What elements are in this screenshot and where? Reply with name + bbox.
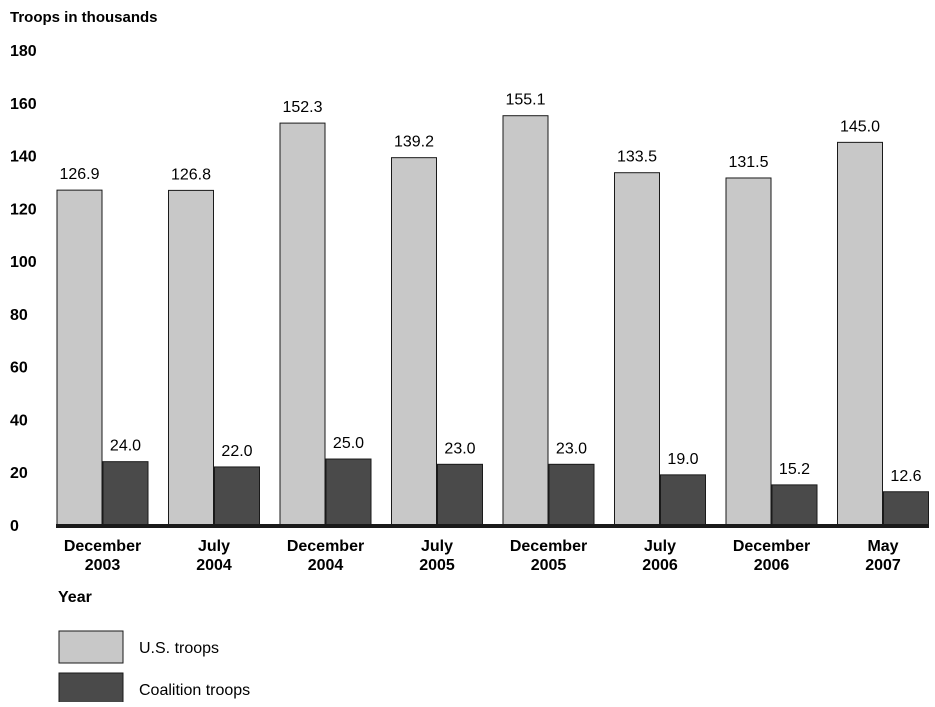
bar-coalition-5 <box>660 474 706 526</box>
data-label-us-0: 126.9 <box>59 166 99 183</box>
y-tick-label-8: 160 <box>10 96 37 113</box>
bar-us-5 <box>614 172 660 526</box>
x-tick-label-2: December 2004 <box>287 538 364 574</box>
x-tick-line: July <box>421 538 453 555</box>
data-label-coalition-0: 24.0 <box>110 438 141 455</box>
x-axis-ticks: December 2003 July 2004 December 2004 July 2005… <box>64 538 901 574</box>
y-tick-label-2: 40 <box>10 412 28 429</box>
data-label-us-7: 145.0 <box>840 118 880 135</box>
data-label-us-5: 133.5 <box>617 149 657 166</box>
x-axis-title: Year <box>58 589 92 606</box>
x-tick-line: December <box>64 538 141 555</box>
data-label-coalition-2: 25.0 <box>333 435 364 452</box>
x-tick-line: December <box>287 538 364 555</box>
x-tick-line: 2006 <box>754 557 790 574</box>
x-tick-line: December <box>733 538 810 555</box>
x-tick-line: 2005 <box>531 557 567 574</box>
data-label-us-1: 126.8 <box>171 166 211 183</box>
bar-coalition-7 <box>883 491 929 526</box>
data-label-coalition-5: 19.0 <box>667 451 698 468</box>
legend-swatch-coalition <box>58 672 124 706</box>
data-label-us-6: 131.5 <box>728 154 768 171</box>
x-tick-line: 2004 <box>196 557 232 574</box>
x-tick-line: 2005 <box>419 557 455 574</box>
data-label-us-4: 155.1 <box>505 92 545 109</box>
x-tick-line: 2007 <box>865 557 901 574</box>
bar-coalition-0 <box>102 461 149 526</box>
y-tick-label-7: 140 <box>10 149 37 166</box>
y-tick-label-4: 80 <box>10 307 28 324</box>
y-axis-title: Troops in thousands <box>10 9 158 26</box>
x-tick-label-7: May 2007 <box>865 538 901 574</box>
bar-us-2 <box>279 122 326 526</box>
x-tick-line: December <box>510 538 587 555</box>
data-label-coalition-3: 23.0 <box>444 440 475 457</box>
x-tick-label-0: December 2003 <box>64 538 141 574</box>
bar-us-6 <box>725 177 772 526</box>
bar-us-4 <box>502 115 549 526</box>
bar-coalition-4 <box>548 463 595 526</box>
y-tick-label-0: 0 <box>10 518 19 535</box>
x-tick-label-4: December 2005 <box>510 538 587 574</box>
bar-us-7 <box>837 141 883 526</box>
bar-coalition-3 <box>437 463 483 526</box>
legend-swatch-us <box>58 630 124 664</box>
y-axis-ticks: 0 20 40 60 80 100 120 140 160 180 <box>10 43 37 535</box>
data-label-coalition-6: 15.2 <box>779 461 810 478</box>
x-tick-line: May <box>867 538 898 555</box>
x-tick-line: July <box>198 538 230 555</box>
legend-label-coalition: Coalition troops <box>139 682 250 699</box>
data-label-us-2: 152.3 <box>282 99 322 116</box>
legend: U.S. troops Coalition troops <box>58 630 250 706</box>
y-tick-label-3: 60 <box>10 360 28 377</box>
x-tick-label-5: July 2006 <box>642 538 678 574</box>
x-tick-label-1: July 2004 <box>196 538 232 574</box>
bars: 126.9 24.0 126.8 22.0 152.3 25.0 139.2 23.0 155.… <box>56 92 929 526</box>
bar-coalition-6 <box>771 484 818 526</box>
x-tick-line: 2006 <box>642 557 678 574</box>
data-label-coalition-1: 22.0 <box>221 443 252 460</box>
y-tick-label-6: 120 <box>10 201 37 218</box>
bar-us-0 <box>56 189 103 526</box>
y-tick-label-5: 100 <box>10 254 37 271</box>
x-tick-line: July <box>644 538 676 555</box>
bar-us-3 <box>391 157 437 526</box>
data-label-coalition-7: 12.6 <box>890 468 921 485</box>
y-tick-label-1: 20 <box>10 465 28 482</box>
data-label-coalition-4: 23.0 <box>556 440 587 457</box>
x-tick-line: 2003 <box>85 557 121 574</box>
bar-coalition-2 <box>325 458 372 526</box>
legend-label-us: U.S. troops <box>139 640 219 657</box>
x-tick-label-6: December 2006 <box>733 538 810 574</box>
bar-us-1 <box>168 189 214 526</box>
y-tick-label-9: 180 <box>10 43 37 60</box>
x-tick-line: 2004 <box>308 557 344 574</box>
data-label-us-3: 139.2 <box>394 134 434 151</box>
x-tick-label-3: July 2005 <box>419 538 455 574</box>
bar-coalition-1 <box>214 466 260 526</box>
